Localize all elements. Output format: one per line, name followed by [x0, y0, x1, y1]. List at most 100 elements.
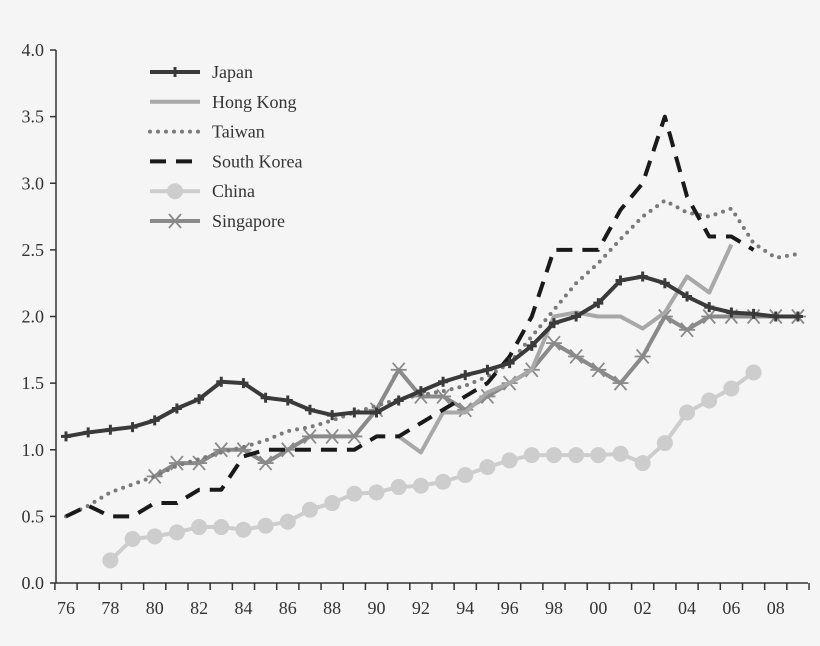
x-tick-label: 84: [234, 598, 252, 618]
japan-plus-marker: [438, 376, 449, 387]
japan-plus-marker: [704, 302, 715, 313]
legend: Japan Hong Kong Taiwan South Korea China Sing…: [148, 62, 302, 231]
china-circle-marker: [723, 380, 740, 397]
china-circle-marker: [479, 459, 496, 476]
singapore-asterisk-marker: [301, 428, 318, 445]
x-tick-label: 98: [545, 598, 563, 618]
japan-plus-marker: [327, 410, 338, 421]
taiwan-line: [64, 198, 800, 519]
x-tick-label: 04: [678, 598, 696, 618]
china-circle-marker: [457, 467, 474, 484]
china-circle-marker: [257, 517, 274, 534]
china-circle-marker: [679, 404, 696, 421]
japan-plus-marker: [83, 427, 94, 438]
south-korea-line: [65, 114, 755, 519]
y-tick-label: 2.5: [22, 240, 45, 260]
japan-plus-marker: [105, 424, 116, 435]
series-south-korea: [65, 114, 755, 519]
y-tick-label: 1.0: [22, 440, 45, 460]
singapore-asterisk-marker: [324, 428, 341, 445]
japan-plus-marker: [61, 431, 71, 442]
y-tick-label: 3.0: [22, 173, 45, 193]
china-circle-marker: [745, 364, 762, 381]
y-tick-label: 0.0: [22, 573, 45, 593]
japan-plus-marker: [371, 407, 382, 418]
china-circle-marker: [102, 552, 119, 569]
x-tick-label: 88: [323, 598, 341, 618]
japan-plus-marker: [304, 404, 315, 415]
japan-plus-marker: [282, 395, 293, 406]
y-tick-label: 0.5: [22, 506, 45, 526]
legend-label-taiwan: Taiwan: [212, 122, 265, 142]
china-circle-marker: [523, 447, 540, 464]
x-tick-label: 86: [279, 598, 297, 618]
japan-plus-marker: [194, 394, 205, 405]
china-circle-marker: [146, 528, 163, 545]
legend-item-singapore: Singapore: [150, 211, 285, 231]
china-circle-marker: [390, 479, 407, 496]
japan-plus-marker: [260, 392, 271, 403]
legend-item-taiwan: Taiwan: [148, 122, 265, 142]
x-tick-label: 82: [190, 598, 208, 618]
singapore-asterisk-marker: [634, 348, 651, 365]
china-circle-marker: [168, 524, 185, 541]
series-china: [102, 364, 762, 569]
china-circle-marker: [279, 513, 296, 530]
china-circle-marker: [590, 447, 607, 464]
china-circle-marker: [612, 445, 629, 462]
x-tick-label: 00: [589, 598, 607, 618]
x-tick-label: 76: [57, 598, 75, 618]
legend-label-china: China: [212, 181, 255, 201]
japan-plus-marker: [593, 298, 604, 309]
china-circle-marker: [634, 455, 651, 472]
china-circle-marker: [368, 484, 385, 501]
japan-plus-marker: [171, 403, 182, 414]
japan-plus-marker: [482, 364, 493, 375]
japan-plus-marker: [460, 370, 471, 381]
china-circle-marker: [501, 452, 518, 469]
legend-japan-plus-marker: [170, 67, 180, 77]
japan-plus-marker: [792, 311, 803, 322]
china-circle-marker: [656, 435, 673, 452]
japan-plus-marker: [216, 376, 227, 387]
japan-plus-marker: [615, 275, 626, 286]
axes: 0.0 0.5 1.0 1.5 2.0 2.5 3.0 3.5 4.0 76 78 80 82 84 86 8…: [22, 40, 810, 618]
china-circle-marker: [435, 473, 452, 490]
china-circle-marker: [301, 501, 318, 518]
singapore-asterisk-marker: [346, 428, 363, 445]
legend-item-japan: Japan: [150, 62, 253, 82]
china-line: [108, 370, 755, 562]
china-circle-marker: [701, 392, 718, 409]
legend-label-south-korea: South Korea: [212, 151, 302, 171]
y-tick-label: 1.5: [22, 373, 45, 393]
japan-plus-marker: [726, 307, 737, 318]
singapore-asterisk-marker: [612, 375, 629, 391]
legend-china-circle-marker: [167, 183, 183, 200]
hong-kong-line: [397, 243, 734, 455]
x-tick-label: 90: [368, 598, 386, 618]
japan-plus-marker: [504, 358, 515, 369]
china-circle-marker: [412, 477, 429, 494]
series-taiwan: [64, 198, 800, 519]
x-tick-label: 80: [146, 598, 164, 618]
china-circle-marker: [545, 447, 562, 464]
japan-plus-marker: [637, 271, 648, 282]
y-tick-label: 2.0: [22, 307, 45, 327]
china-circle-marker: [235, 521, 252, 538]
legend-item-hong-kong: Hong Kong: [150, 92, 297, 112]
y-tick-label: 3.5: [22, 107, 45, 127]
legend-item-china: China: [150, 181, 255, 201]
series-hong-kong: [397, 243, 734, 455]
singapore-asterisk-marker: [390, 362, 407, 378]
japan-plus-marker: [548, 318, 559, 329]
japan-plus-marker: [415, 386, 426, 397]
china-circle-marker: [191, 519, 208, 536]
china-circle-marker: [568, 447, 585, 464]
singapore-asterisk-marker: [435, 388, 452, 405]
legend-item-south-korea: South Korea: [150, 151, 302, 171]
singapore-asterisk-marker: [568, 348, 585, 365]
series-lines: [61, 114, 806, 569]
singapore-asterisk-marker: [590, 362, 607, 378]
